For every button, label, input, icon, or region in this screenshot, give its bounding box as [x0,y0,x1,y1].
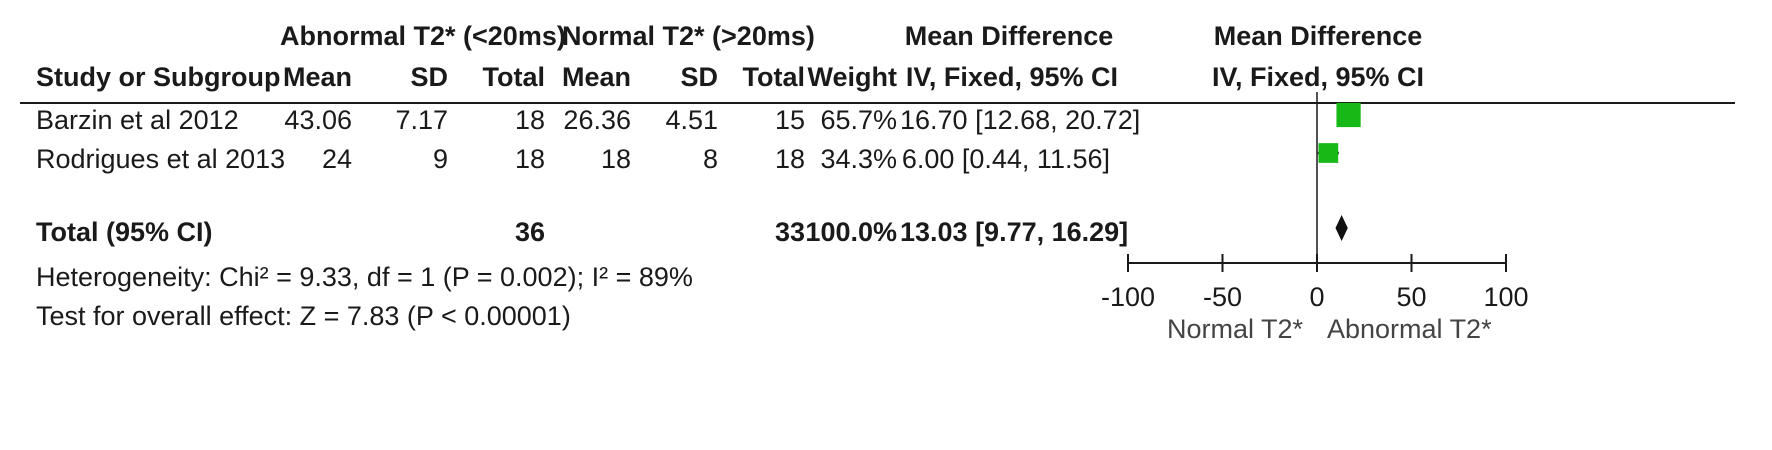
x-tick-label: -100 [1101,282,1155,312]
total2-header: Total [742,62,806,92]
total-label: Total (95% CI) [36,217,213,247]
study-ci: 6.00 [0.44, 11.56] [901,144,1110,174]
group1-header: Abnormal T2* (<20ms) [280,21,566,51]
favours-left-label: Normal T2* [1167,314,1304,344]
total-total2: 33 [774,217,805,247]
study-sd1: 9 [432,144,448,174]
study-total2: 15 [774,105,805,135]
x-tick-label: 50 [1396,282,1426,312]
study-weight: 34.3% [820,144,897,174]
study-marker [1336,102,1361,128]
study-total1: 18 [514,144,545,174]
sd2-header: SD [680,62,718,92]
total-weight: 100.0% [805,217,897,247]
total-total1: 36 [514,217,545,247]
study-name: Rodrigues et al 2013 [36,144,286,174]
study-total2: 18 [774,144,805,174]
study-mean2: 26.36 [563,105,631,135]
total-ci: 13.03 [9.77, 16.29] [900,217,1129,247]
weight-header: Weight [807,62,898,92]
study-name: Barzin et al 2012 [36,105,239,135]
header-rule [20,102,1735,104]
study-sd2: 8 [702,144,718,174]
mean2-header: Mean [561,62,631,92]
study-mean1: 43.06 [284,105,352,135]
study-marker [1318,143,1339,163]
heterogeneity-text: Heterogeneity: Chi² = 9.33, df = 1 (P = … [36,262,693,292]
md-plot-header: Mean Difference [1213,21,1423,51]
study-mean2: 18 [600,144,631,174]
favours-right-label: Abnormal T2* [1327,314,1492,344]
study-column-header: Study or Subgroup [36,62,281,92]
study-ci: 16.70 [12.68, 20.72] [900,105,1141,135]
study-sd2: 4.51 [665,105,718,135]
group2-header: Normal T2* (>20ms) [562,21,815,51]
study-total1: 18 [514,105,545,135]
x-tick-label: 0 [1309,282,1324,312]
total1-header: Total [482,62,546,92]
study-sd1: 7.17 [395,105,448,135]
study-mean1: 24 [321,144,352,174]
sd1-header: SD [410,62,448,92]
summary-diamond [1335,215,1348,241]
x-tick-label: 100 [1483,282,1528,312]
md-column-method: IV, Fixed, 95% CI [905,62,1118,92]
study-weight: 65.7% [820,105,897,135]
x-tick-label: -50 [1203,282,1242,312]
mean1-header: Mean [282,62,352,92]
md-plot-method: IV, Fixed, 95% CI [1211,62,1425,92]
overall-effect-text: Test for overall effect: Z = 7.83 (P < 0… [36,301,571,331]
md-column-header: Mean Difference [904,21,1114,51]
